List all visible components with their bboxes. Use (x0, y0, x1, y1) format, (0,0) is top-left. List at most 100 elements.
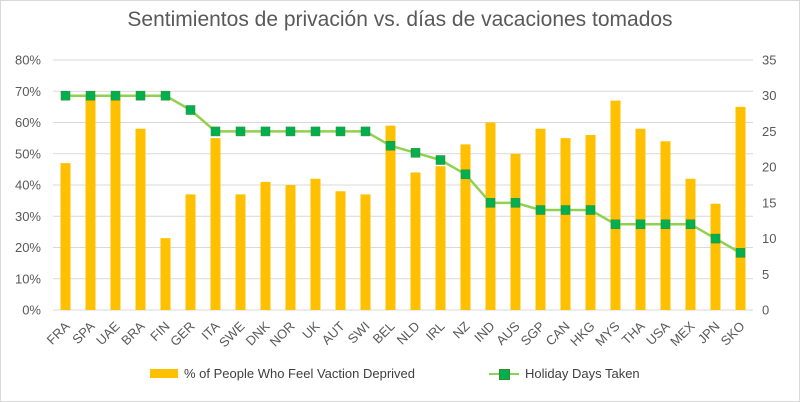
bar (385, 125, 396, 310)
bar (460, 144, 471, 310)
x-tick-label: THA (619, 318, 648, 347)
bar (535, 128, 546, 310)
line-marker (285, 126, 296, 137)
y-left-tick-label: 10% (15, 271, 41, 286)
y-right-tick-label: 20 (762, 160, 776, 175)
line-marker (560, 205, 571, 215)
line-marker (235, 126, 246, 137)
bar (60, 163, 71, 310)
bar (635, 128, 646, 310)
line-marker (210, 126, 221, 137)
line-marker (360, 126, 371, 137)
x-tick-label: MEX (667, 318, 698, 349)
line-marker (410, 148, 421, 158)
legend-swatch-line (489, 368, 519, 380)
line-marker (635, 219, 646, 230)
x-tick-label: NOR (267, 319, 298, 350)
bar (85, 94, 96, 310)
line-marker (485, 198, 496, 208)
y-right-tick-label: 15 (762, 195, 776, 210)
x-tick-label: USA (643, 318, 673, 348)
line-marker (610, 219, 621, 230)
y-right-tick-label: 5 (762, 267, 769, 282)
bar (485, 122, 496, 310)
line-marker (660, 219, 671, 230)
line-marker (685, 219, 696, 230)
line-marker (510, 198, 521, 208)
bar (260, 181, 271, 310)
bar (685, 178, 696, 310)
line-marker (585, 205, 596, 215)
y-left-tick-label: 80% (15, 53, 41, 68)
x-tick-label: BRA (118, 318, 148, 348)
chart-legend: % of People Who Feel Vaction Deprived Ho… (0, 366, 800, 390)
y-left-tick-label: 30% (15, 209, 41, 224)
line-marker (60, 90, 71, 101)
bar (435, 166, 446, 310)
bar (310, 178, 321, 310)
bar (410, 172, 421, 310)
x-tick-label: SGP (518, 319, 548, 349)
line-marker (710, 233, 721, 244)
x-tick-label: NLD (394, 319, 423, 348)
legend-label-holiday: Holiday Days Taken (525, 366, 640, 381)
y-right-tick-label: 25 (762, 124, 776, 139)
x-tick-label: IND (471, 319, 497, 345)
x-tick-label: SKO (718, 319, 748, 349)
legend-item-deprived: % of People Who Feel Vaction Deprived (150, 366, 415, 381)
line-marker (535, 205, 546, 215)
x-tick-label: BEL (370, 319, 398, 347)
bar (110, 94, 121, 310)
line-marker (160, 90, 171, 101)
x-tick-label: NZ (450, 318, 473, 341)
chart-title: Sentimientos de privación vs. días de va… (127, 8, 673, 31)
bar (285, 185, 296, 310)
x-tick-label: CAN (543, 319, 573, 349)
y-left-tick-label: 20% (15, 240, 41, 255)
x-tick-label: GER (167, 319, 198, 350)
bar (510, 153, 521, 310)
x-tick-label: DNK (243, 318, 273, 348)
y-left-tick-label: 70% (15, 84, 41, 99)
line-marker (135, 90, 146, 101)
bar (585, 135, 596, 310)
series-line (65, 94, 742, 254)
bar (185, 194, 196, 310)
bar (610, 100, 621, 310)
x-tick-label: SWE (216, 318, 248, 350)
x-tick-label: HKG (567, 319, 598, 350)
bar (210, 138, 221, 310)
x-tick-label: SPA (69, 318, 98, 347)
line-marker (335, 126, 346, 137)
legend-label-deprived: % of People Who Feel Vaction Deprived (184, 366, 415, 381)
line-marker (735, 248, 746, 258)
y-right-tick-label: 30 (762, 88, 776, 103)
y-left-tick-label: 40% (15, 178, 41, 193)
bar (360, 194, 371, 310)
line-marker (85, 90, 96, 101)
y-right-tick-label: 10 (762, 231, 776, 246)
bar (160, 238, 171, 310)
y-right-tick-label: 0 (762, 303, 769, 318)
y-left-tick-label: 60% (15, 115, 41, 130)
legend-item-holiday: Holiday Days Taken (489, 366, 640, 381)
bar (710, 203, 721, 310)
x-tick-label: AUT (319, 318, 348, 347)
y-right-tick-label: 35 (762, 53, 776, 68)
bar (735, 106, 746, 310)
bar (235, 194, 246, 310)
x-tick-label: FRA (44, 318, 73, 347)
x-tick-label: SWI (345, 319, 373, 347)
line-marker (185, 105, 196, 115)
line-marker (460, 169, 471, 180)
line-marker (310, 126, 321, 137)
legend-swatch-bar (150, 369, 178, 378)
y-left-tick-label: 0% (22, 303, 41, 318)
line-marker (110, 90, 121, 101)
x-tick-label: AUS (493, 318, 523, 348)
line-marker (260, 126, 271, 137)
x-tick-label: IRL (423, 319, 448, 344)
x-tick-label: MYS (592, 318, 623, 349)
bar (335, 191, 346, 310)
